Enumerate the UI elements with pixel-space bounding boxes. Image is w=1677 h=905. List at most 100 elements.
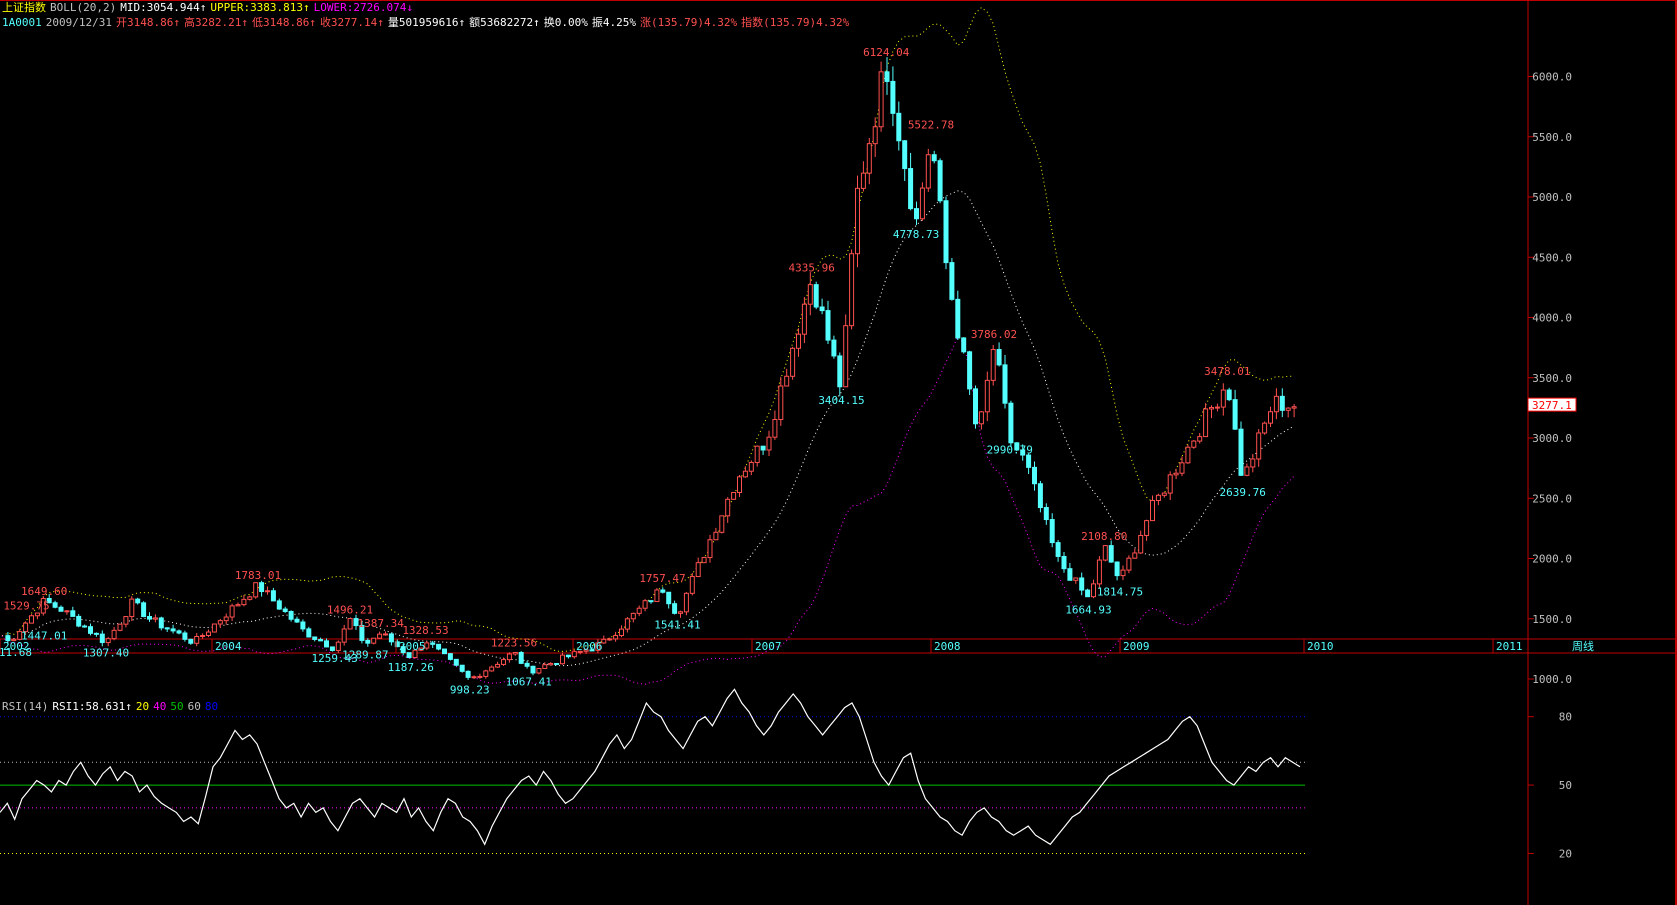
candle-up [737, 476, 742, 493]
candle-up [695, 562, 701, 578]
candle-down [1049, 519, 1055, 544]
candle-down [453, 658, 459, 666]
rsi-level-20: 20 [135, 700, 150, 713]
low-annotation: 2639.76 [1219, 486, 1265, 499]
candle-down [955, 298, 961, 339]
low-annotation: 1664.93 [1065, 603, 1111, 616]
boll-mid-value: MID:3054.944↑ [120, 1, 207, 14]
candle-down [937, 160, 943, 202]
candle-down [967, 351, 973, 390]
rsi-level-40: 40 [153, 700, 167, 713]
candle-up [241, 598, 247, 606]
candle-up [1197, 436, 1203, 442]
candle-up [123, 616, 129, 625]
high-annotation: 5522.78 [908, 119, 954, 132]
candle-down [666, 591, 672, 605]
candle-up [200, 635, 206, 638]
candle-up [1120, 569, 1126, 577]
high-value: 高3282.21↑ [183, 16, 248, 29]
candle-up [117, 623, 123, 631]
candle-down [406, 652, 412, 659]
candle-up [1173, 472, 1179, 476]
candle-down [135, 598, 141, 604]
candle-down [1226, 389, 1232, 401]
candle-up [601, 638, 607, 644]
candle-up [424, 642, 430, 649]
low-annotation: 1289.87 [342, 649, 388, 662]
y-tick-label: 1500.0 [1532, 613, 1572, 626]
candle-down [908, 168, 914, 210]
candle-down [1067, 568, 1073, 581]
rsi-level-60: 60 [187, 700, 201, 713]
rsi-level-80: 80 [204, 700, 219, 713]
candle-up [1185, 446, 1191, 464]
candle-up [1144, 520, 1150, 536]
candle-down [1238, 428, 1244, 476]
candle-down [837, 355, 843, 388]
candle-up [1161, 492, 1167, 496]
candle-down [164, 627, 170, 630]
candle-up [477, 675, 483, 678]
candle-up [253, 582, 259, 598]
candle-up [843, 325, 849, 388]
candle-down [1079, 577, 1085, 591]
index-change-value: 指数(135.79)4.32% [741, 16, 850, 29]
candle-down [831, 339, 837, 357]
candle-up [1150, 500, 1155, 522]
high-annotation: 3786.02 [971, 328, 1017, 341]
period-label: 周线 [1572, 639, 1594, 653]
low-annotation: 1541.41 [654, 618, 700, 631]
candle-down [949, 262, 955, 300]
candle-down [353, 618, 359, 627]
candle-down [359, 625, 365, 641]
candle-up [1155, 494, 1161, 502]
candle-up [495, 663, 501, 668]
candle-down [524, 662, 530, 667]
stock-code: 1A0001 [2, 16, 42, 29]
candle-up [796, 333, 801, 349]
x-tick-label: 2002 [3, 640, 30, 653]
boll-upper-line [1, 6, 1295, 652]
candle-down [188, 638, 194, 644]
candle-up [347, 618, 353, 630]
y-tick-label: 4500.0 [1532, 251, 1572, 264]
candle-up [265, 590, 270, 593]
candle-up [731, 491, 737, 500]
candle-up [772, 419, 778, 438]
y-tick-label: 4000.0 [1532, 312, 1572, 325]
index-name[interactable]: 上证指数 [2, 1, 46, 14]
candle-up [636, 607, 642, 614]
high-annotation: 1387.34 [357, 617, 404, 630]
candle-up [978, 411, 984, 425]
x-tick-label: 2010 [1307, 640, 1334, 653]
x-tick-label: 2007 [755, 640, 782, 653]
candle-down [52, 602, 58, 608]
x-tick-label: 2005 [399, 640, 426, 653]
low-annotation: 1259.43 [311, 652, 357, 665]
candle-up [11, 638, 17, 642]
candle-up [719, 515, 725, 533]
candle-up [129, 598, 135, 618]
candle-up [1220, 389, 1226, 408]
current-price-label: 3277.1 [1532, 399, 1572, 412]
candle-up [1102, 545, 1108, 561]
candle-up [1138, 534, 1144, 554]
candle-up [860, 172, 866, 189]
candle-down [459, 664, 465, 672]
candle-down [1055, 542, 1061, 557]
high-annotation: 1757.47 [639, 572, 685, 585]
candle-down [896, 112, 902, 142]
candle-down [46, 597, 52, 604]
candle-up [194, 635, 200, 644]
candle-up [229, 605, 235, 618]
high-annotation: 1783.01 [235, 569, 281, 582]
candle-up [1191, 440, 1197, 448]
candle-up [571, 650, 577, 658]
rsi-tick-label: 20 [1559, 847, 1572, 860]
candle-down [943, 200, 949, 264]
candle-down [1008, 402, 1014, 444]
candle-down [400, 646, 406, 654]
candle-up [725, 498, 731, 517]
candle-up [1214, 406, 1220, 409]
